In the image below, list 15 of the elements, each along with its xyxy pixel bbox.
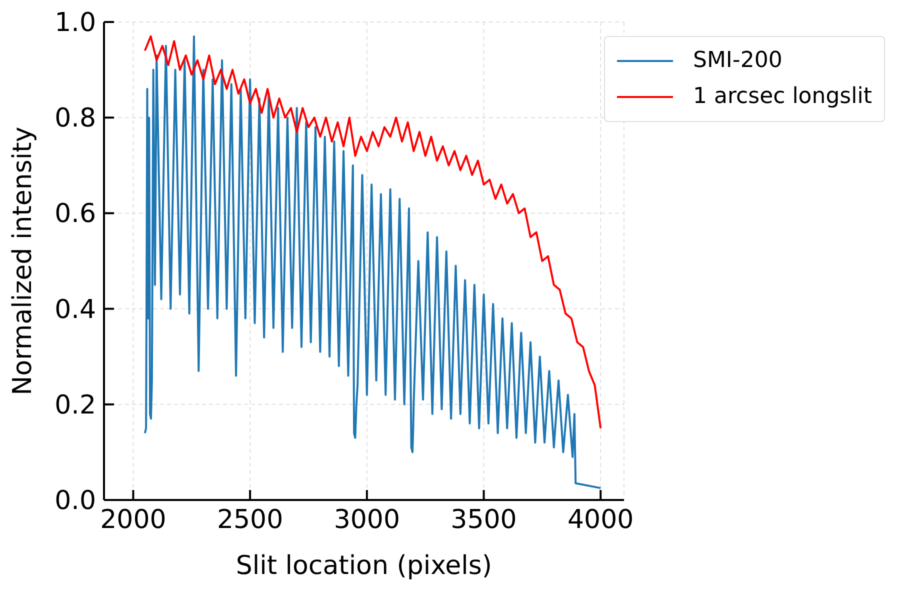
- x-tick-label: 2000: [100, 505, 166, 535]
- x-tick-label: 2500: [216, 505, 284, 535]
- y-tick-label: 0.8: [54, 104, 96, 134]
- y-axis-title: Normalized intensity: [8, 126, 38, 396]
- x-tick-label: 3000: [334, 505, 400, 535]
- legend-label: SMI-200: [692, 47, 782, 75]
- y-tick-label: 0.0: [54, 486, 96, 516]
- y-tick-label: 0.4: [54, 294, 96, 325]
- y-tick-label: 1.0: [54, 8, 96, 38]
- x-tick-label: 4000: [568, 505, 634, 535]
- legend-label: 1 arcsec longslit: [692, 83, 872, 111]
- x-tick-label: 3500: [450, 505, 517, 535]
- y-tick-label: 0.2: [54, 390, 96, 420]
- x-axis-title: Slit location (pixels): [236, 551, 492, 581]
- y-tick-label: 0.6: [54, 199, 96, 230]
